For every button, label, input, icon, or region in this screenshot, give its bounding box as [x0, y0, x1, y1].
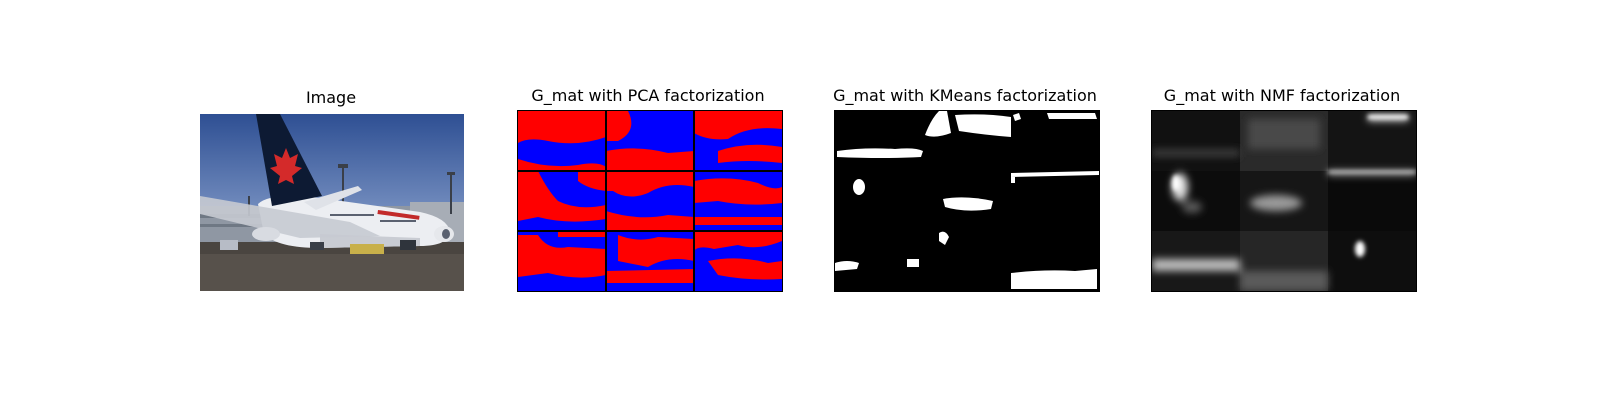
airplane-image [200, 114, 464, 291]
kmeans-grid [834, 110, 1100, 292]
nmf-panel-title: G_mat with NMF factorization [1163, 86, 1401, 105]
maple-leaf [270, 148, 302, 184]
kmeans-panel-title: G_mat with KMeans factorization [833, 86, 1097, 105]
wing [200, 196, 380, 238]
nmf-grid [1151, 110, 1417, 292]
pca-panel-title: G_mat with PCA factorization [531, 86, 765, 105]
pca-grid [517, 110, 783, 292]
image-panel-title: Image [305, 88, 357, 107]
